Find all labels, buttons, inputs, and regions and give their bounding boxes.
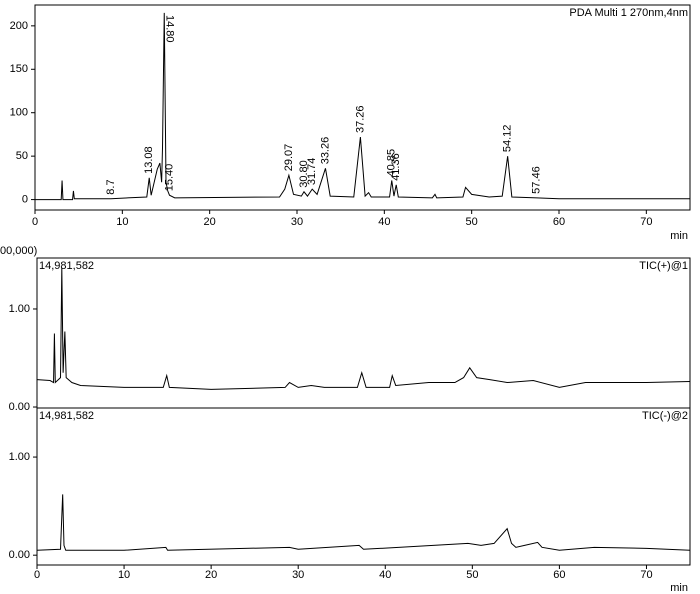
peak-label: 31.74 xyxy=(306,158,318,186)
y-tick-label: 1.00 xyxy=(9,451,30,463)
trace xyxy=(35,12,690,201)
y-tick-label: 50 xyxy=(16,150,28,162)
max-intensity: 14,981,582 xyxy=(39,410,94,422)
peak-label: 14.80 xyxy=(163,15,175,43)
x-tick-label: 30 xyxy=(292,569,304,581)
peak-label: 8.7 xyxy=(105,179,117,194)
peak-label: 54.12 xyxy=(502,125,514,153)
scale-label: 00,000) xyxy=(0,245,37,257)
peak-label: 57.46 xyxy=(531,166,543,194)
panel-title: PDA Multi 1 270nm,4nm xyxy=(569,7,688,19)
y-tick-label: 150 xyxy=(10,63,28,75)
x-tick-label: 60 xyxy=(553,216,565,228)
y-tick-label: 200 xyxy=(10,20,28,32)
x-axis-label: min xyxy=(670,230,688,242)
x-tick-label: 40 xyxy=(379,569,391,581)
peak-label: 37.26 xyxy=(354,106,366,134)
x-tick-label: 70 xyxy=(640,216,652,228)
x-tick-label: 20 xyxy=(204,216,216,228)
panel-title: TIC(+)@1 xyxy=(639,260,688,272)
max-intensity: 14,981,582 xyxy=(39,260,94,272)
y-tick-label: 0.00 xyxy=(9,401,30,413)
x-tick-label: 50 xyxy=(466,569,478,581)
y-tick-label: 0.00 xyxy=(9,549,30,561)
peak-label: 40.85 xyxy=(386,149,398,177)
plot-frame xyxy=(34,4,691,211)
peak-label: 29.07 xyxy=(283,144,295,172)
y-tick-label: 0 xyxy=(22,193,28,205)
plot-frame xyxy=(36,407,691,566)
x-tick-label: 10 xyxy=(116,216,128,228)
x-tick-label: 70 xyxy=(640,569,652,581)
peak-label: 30.80 xyxy=(298,160,310,188)
x-tick-label: 0 xyxy=(34,569,40,581)
peak-label: 13.08 xyxy=(143,146,155,174)
peak-label: 41.36 xyxy=(390,153,402,181)
y-tick-label: 100 xyxy=(10,107,28,119)
panel-title: TIC(-)@2 xyxy=(642,410,688,422)
x-tick-label: 0 xyxy=(32,216,38,228)
y-tick-label: 1.00 xyxy=(9,303,30,315)
x-axis-label: min xyxy=(670,582,688,594)
peak-label: 33.26 xyxy=(319,137,331,165)
x-tick-label: 10 xyxy=(118,569,130,581)
plot-frame xyxy=(36,257,691,409)
x-tick-label: 20 xyxy=(205,569,217,581)
peak-label: 15.40 xyxy=(163,164,175,192)
x-tick-label: 50 xyxy=(466,216,478,228)
x-tick-label: 30 xyxy=(291,216,303,228)
x-tick-label: 60 xyxy=(553,569,565,581)
x-tick-label: 40 xyxy=(378,216,390,228)
trace xyxy=(37,494,690,551)
trace xyxy=(37,267,690,390)
